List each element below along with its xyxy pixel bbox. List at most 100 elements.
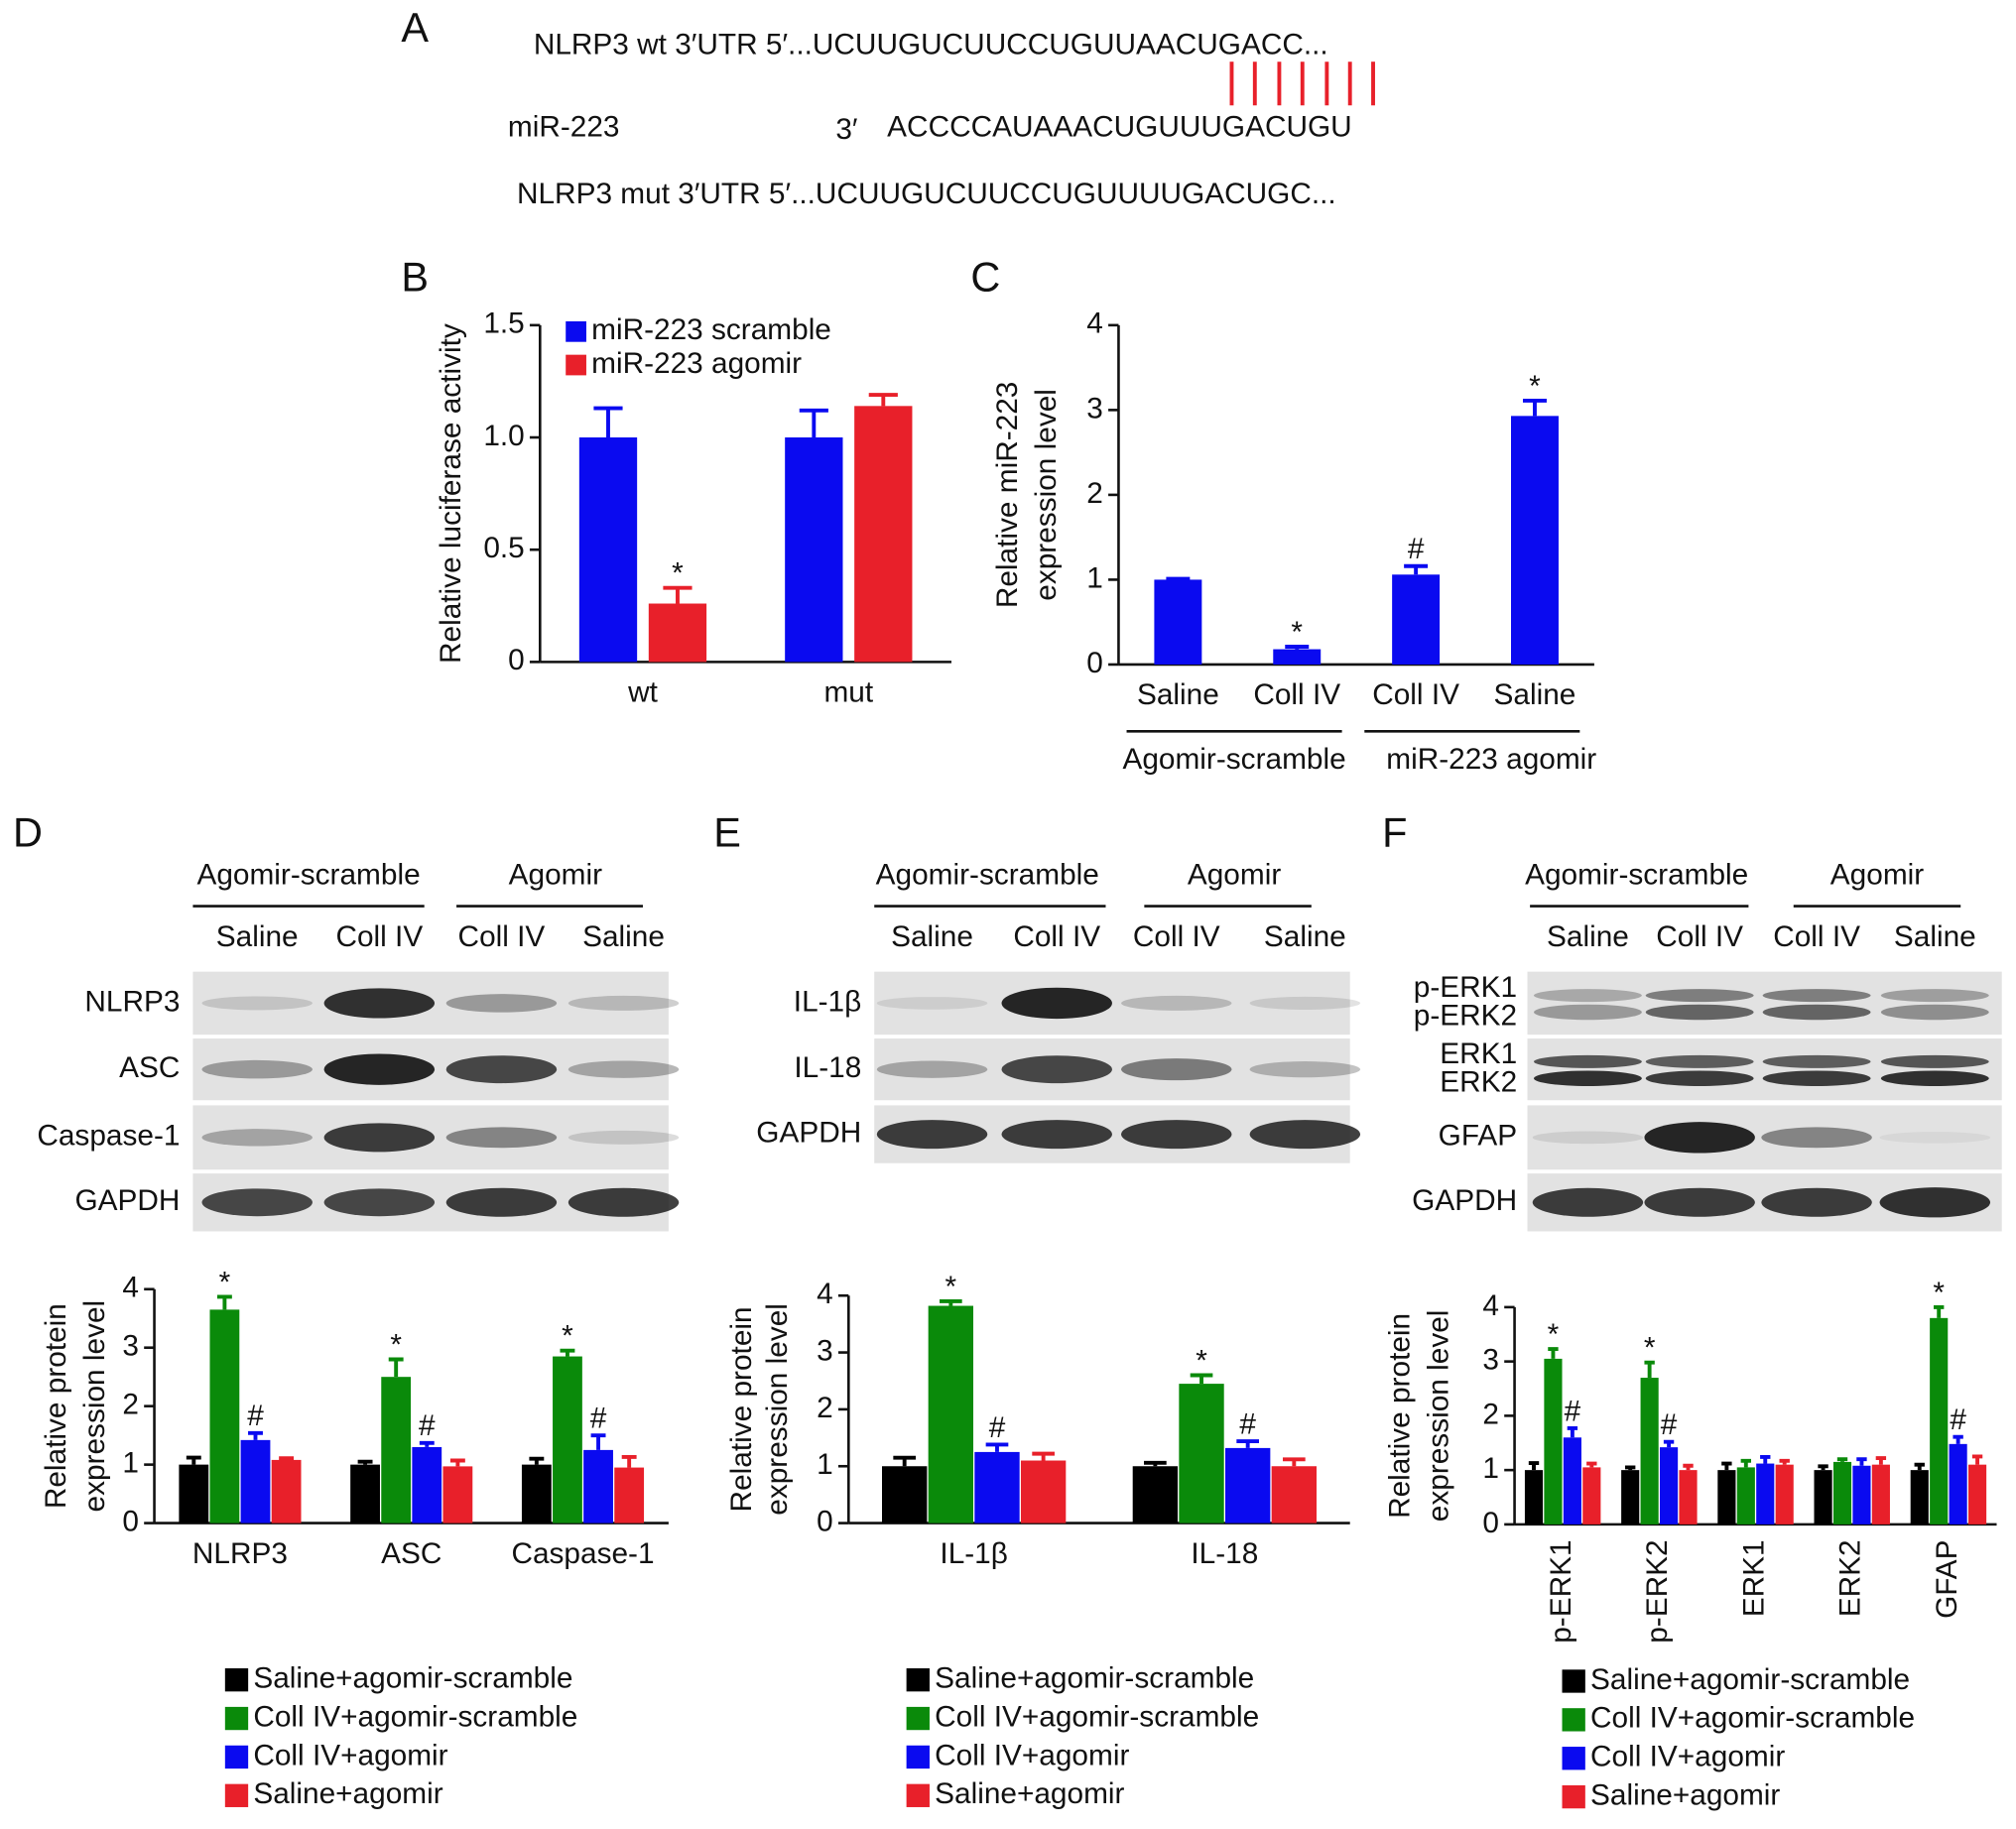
legend-swatch	[224, 1706, 249, 1731]
y-tick-label: 4	[1482, 1289, 1499, 1322]
legend-label: miR-223 agomir	[591, 347, 802, 380]
bar	[578, 437, 638, 663]
y-tick-label: 3	[817, 1334, 833, 1367]
blot-strip	[1527, 1038, 2002, 1101]
y-tick-label: 2	[1482, 1398, 1499, 1430]
annotation: *	[672, 557, 684, 590]
bar	[1154, 579, 1202, 665]
blot-band	[567, 1130, 680, 1145]
group-label: Agomir-scramble	[1525, 859, 1748, 892]
blot-band	[445, 1187, 558, 1217]
row-label: ERK2	[1440, 1065, 1517, 1098]
error-bar	[1285, 645, 1310, 650]
y-axis-label: Relative protein	[1383, 1313, 1416, 1519]
legend-label: Coll IV+agomir	[1590, 1741, 1785, 1773]
blot-band	[1249, 996, 1361, 1010]
bar	[614, 1467, 645, 1524]
y-tick-label: 1	[122, 1447, 139, 1480]
y-tick-label: 3	[1086, 392, 1103, 425]
error-bar	[1528, 1461, 1540, 1471]
y-tick-label: 0	[817, 1505, 833, 1537]
bar	[521, 1464, 552, 1524]
blot-band	[1121, 1120, 1232, 1150]
bar	[785, 437, 843, 663]
error-bar	[1144, 1460, 1167, 1467]
row-label: GAPDH	[75, 1184, 181, 1217]
bar	[1717, 1470, 1736, 1524]
blot-band	[1534, 1004, 1642, 1021]
legend-label: Saline+agomir	[935, 1777, 1124, 1810]
error-bar	[1522, 399, 1547, 417]
blot-band	[323, 1123, 436, 1153]
row-label: GAPDH	[1412, 1184, 1517, 1217]
lane-label: Saline	[1547, 920, 1629, 953]
blot-band	[201, 1059, 313, 1079]
wt-sequence: NLRP3 wt 3′UTR 5′...UCUUGUCUUCCUGUUAACUG…	[534, 29, 1328, 61]
y-tick-label: 2	[817, 1392, 833, 1424]
legend-label: Coll IV+agomir	[935, 1739, 1129, 1771]
legend-label: Saline+agomir-scramble	[935, 1662, 1254, 1695]
x-tick-label: GFAP	[1931, 1539, 1963, 1618]
error-bar	[663, 585, 693, 604]
panel-letter: B	[401, 253, 429, 300]
blot-band	[1645, 1054, 1754, 1068]
blot-band	[1762, 989, 1871, 1003]
blot-band	[1001, 1055, 1112, 1084]
blot-band	[1534, 1054, 1642, 1068]
y-tick-label: 4	[122, 1272, 139, 1304]
legend-swatch	[906, 1668, 930, 1692]
annotation: #	[590, 1402, 607, 1434]
lane-label: Coll IV	[1133, 920, 1220, 953]
x-tick-label: Saline	[1494, 678, 1576, 711]
panel-letter: C	[970, 253, 1000, 300]
annotation: *	[1548, 1318, 1560, 1351]
bar	[1832, 1461, 1852, 1524]
legend-swatch	[906, 1783, 930, 1807]
annotation: #	[1408, 533, 1425, 565]
row-label: IL-1β	[794, 985, 861, 1018]
x-tick-label: NLRP3	[192, 1537, 288, 1570]
error-bar	[449, 1458, 465, 1467]
row-label: GFAP	[1439, 1120, 1517, 1153]
y-tick-label: 1.5	[483, 307, 524, 340]
y-tick-label: 2	[122, 1389, 139, 1421]
error-bar	[1875, 1456, 1887, 1465]
x-tick-label: p-ERK1	[1545, 1539, 1577, 1643]
x-tick-label: IL-18	[1191, 1537, 1258, 1570]
row-label: p-ERK2	[1414, 1000, 1517, 1033]
legend-swatch	[224, 1745, 249, 1769]
mirna-sequence: ACCCCAUAAACUGUUUGACUGU	[887, 110, 1352, 143]
group-label: Agomir	[1830, 859, 1924, 892]
error-bar	[893, 1455, 917, 1467]
blot-band	[1880, 1004, 1989, 1021]
error-bar	[186, 1455, 201, 1465]
bar	[1871, 1464, 1890, 1524]
blot-band	[567, 995, 680, 1011]
blot-band	[1532, 1187, 1644, 1217]
error-bar	[1032, 1451, 1055, 1461]
bar	[1179, 1384, 1224, 1524]
y-tick-label: 1	[1482, 1452, 1499, 1485]
bar	[1814, 1470, 1832, 1524]
error-bar	[1625, 1465, 1636, 1471]
y-axis-label: expression level	[78, 1300, 111, 1513]
bar	[442, 1466, 473, 1524]
bar	[1273, 649, 1322, 665]
bar	[974, 1451, 1020, 1524]
bar	[1852, 1465, 1871, 1524]
y-tick-label: 0	[1086, 647, 1103, 679]
error-bar	[1683, 1463, 1694, 1471]
blot-band	[1121, 1058, 1232, 1081]
x-tick-label: ERK2	[1834, 1539, 1867, 1617]
panel-letter: D	[13, 808, 43, 855]
blot-band	[1534, 1070, 1642, 1086]
blot-strip	[1527, 1105, 2002, 1170]
annotation: #	[1239, 1407, 1256, 1440]
error-bar	[1953, 1434, 1963, 1444]
bar	[1271, 1466, 1318, 1524]
blot-band	[1001, 1120, 1112, 1150]
blot-band	[201, 1129, 313, 1147]
blot-band	[1880, 1070, 1989, 1086]
blot-band	[1532, 1131, 1644, 1145]
